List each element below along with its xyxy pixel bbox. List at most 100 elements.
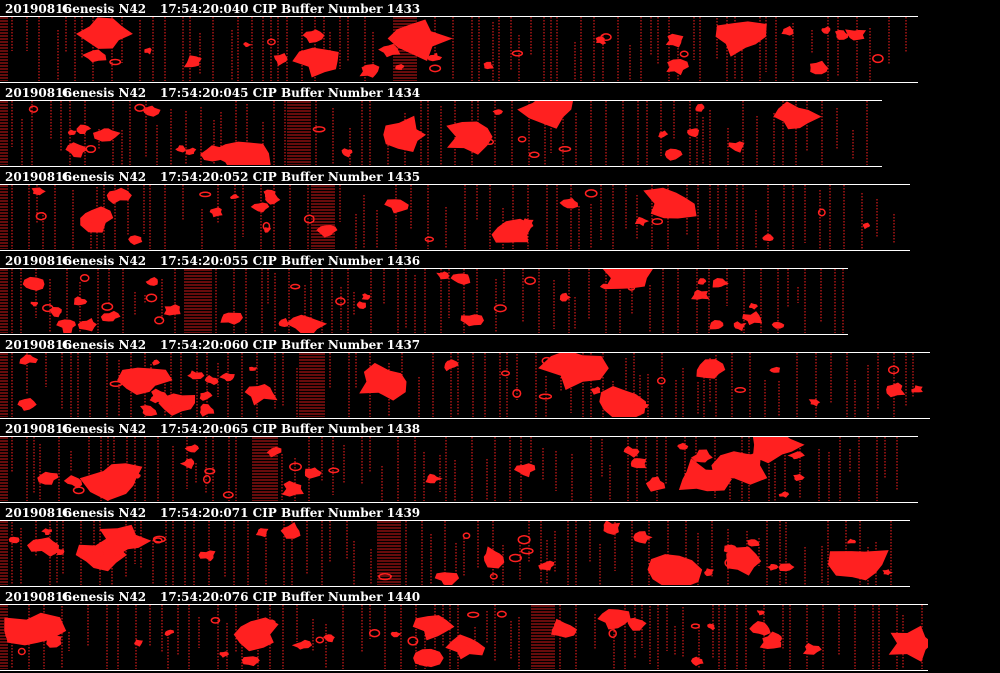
ring-particle	[290, 283, 301, 290]
particle-blob	[142, 105, 161, 117]
particle-blob	[828, 550, 889, 581]
ring-particle	[493, 304, 507, 313]
particle-blob	[633, 400, 650, 411]
particle-blob	[200, 403, 215, 417]
particle-strip-graphic	[0, 101, 868, 165]
ring-particle	[734, 387, 747, 393]
particle-blob	[690, 656, 704, 666]
particle-blob	[749, 302, 758, 310]
ring-particle	[204, 467, 216, 475]
particle-blob	[304, 467, 322, 479]
particle-blob	[117, 367, 173, 395]
particle-blob	[882, 569, 893, 576]
buffer-row-1433: 20190816 Genesis N42 17:54:20:040 CIP Bu…	[0, 0, 1000, 84]
particle-blob	[249, 366, 258, 371]
particle-image-strip	[0, 185, 910, 249]
particle-blob	[666, 59, 689, 76]
particle-blob	[769, 366, 781, 373]
particle-blob	[778, 563, 795, 572]
ring-particle	[887, 365, 900, 375]
particle-blob	[76, 124, 92, 134]
ring-particle	[462, 532, 471, 540]
particle-blob	[99, 524, 152, 557]
ring-particle	[690, 623, 701, 629]
particle-blob	[265, 193, 281, 205]
particle-blob	[602, 269, 653, 290]
particle-blob	[183, 55, 202, 68]
particle-blob	[82, 49, 107, 63]
ring-particle	[79, 273, 90, 283]
particle-blob	[756, 610, 765, 616]
particle-blob	[152, 359, 160, 366]
particle-blob	[243, 42, 253, 48]
particle-blob	[759, 635, 782, 649]
particle-blob	[427, 52, 443, 62]
particle-blob	[76, 17, 133, 49]
particle-blob	[80, 206, 114, 233]
particle-image-strip	[0, 101, 882, 165]
particle-blob	[67, 129, 77, 135]
probe-name: Genesis N42	[62, 590, 147, 604]
ring-particle	[315, 636, 325, 644]
header-rule	[0, 436, 918, 437]
particle-blob	[696, 359, 726, 379]
ring-particle	[222, 491, 234, 499]
particle-blob	[242, 656, 260, 667]
header-rule	[0, 268, 848, 269]
particle-image-strip	[0, 521, 910, 585]
particle-blob	[888, 625, 928, 662]
ring-particle	[289, 462, 302, 472]
ring-particle	[109, 380, 123, 388]
particle-strip-graphic	[0, 353, 923, 417]
ring-particle	[35, 211, 47, 221]
particle-blob	[483, 546, 505, 569]
ring-particle	[524, 276, 536, 285]
particle-blob	[773, 101, 822, 130]
particle-blob	[134, 639, 143, 647]
particle-blob	[255, 528, 269, 538]
particle-blob	[665, 33, 684, 48]
particle-blob	[41, 541, 59, 555]
buffer-date: 20190816	[5, 590, 72, 604]
ring-particle	[517, 534, 531, 545]
particle-blob	[37, 471, 59, 485]
particle-blob	[802, 642, 822, 655]
particle-blob	[778, 491, 790, 498]
particle-blob	[821, 26, 831, 34]
ring-particle	[145, 293, 158, 303]
ring-particle	[724, 558, 735, 568]
ring-particle	[424, 236, 435, 243]
particle-image-strip	[0, 269, 848, 333]
particle-blob	[634, 216, 650, 227]
particle-blob	[459, 645, 470, 652]
ring-particle	[84, 216, 94, 224]
particle-blob	[704, 568, 714, 577]
particle-blob	[599, 386, 647, 417]
particle-blob	[273, 53, 288, 67]
particle-image-strip	[0, 437, 918, 501]
ring-particle	[485, 138, 495, 146]
particle-blob	[200, 145, 230, 162]
particle-blob	[712, 278, 729, 288]
ring-particle	[538, 393, 553, 400]
particle-blob	[209, 207, 223, 218]
ring-particle	[28, 105, 39, 113]
ring-particle	[328, 467, 340, 474]
particle-blob	[691, 289, 710, 300]
particle-blob	[747, 539, 760, 547]
particle-blob	[8, 536, 20, 544]
particle-blob	[198, 550, 216, 562]
particle-blob	[677, 442, 689, 450]
ring-particle	[368, 629, 381, 638]
buffer-timestamp-number: 17:54:20:040 CIP Buffer Number 1433	[160, 2, 421, 16]
probe-name: Genesis N42	[62, 86, 147, 100]
particle-blob	[282, 480, 304, 497]
probe-name: Genesis N42	[62, 338, 147, 352]
particle-blob	[144, 47, 152, 55]
particle-blob	[781, 25, 794, 36]
particle-blob	[446, 121, 493, 155]
buffer-timestamp-number: 17:54:20:065 CIP Buffer Number 1438	[160, 422, 421, 436]
ring-particle	[467, 611, 480, 618]
particle-blob	[390, 631, 402, 638]
